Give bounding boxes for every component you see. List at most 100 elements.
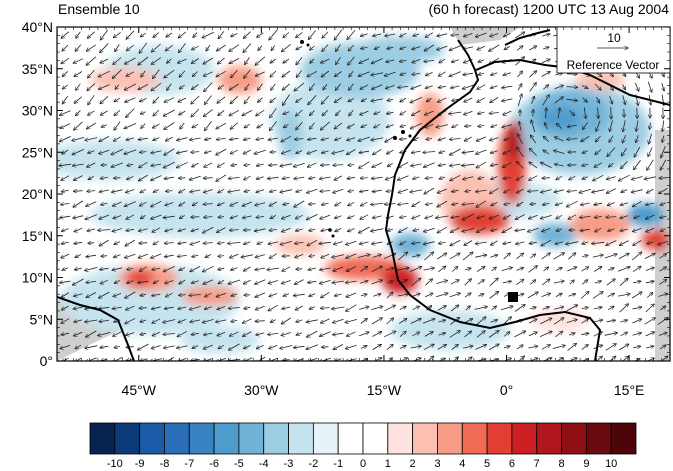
wind-arrow xyxy=(191,152,200,153)
colorbar-swatch xyxy=(610,422,637,455)
wind-arrow xyxy=(594,162,603,167)
wind-arrow xyxy=(295,305,303,310)
wind-arrow xyxy=(254,149,267,154)
wind-arrow xyxy=(125,253,136,258)
wind-arrow xyxy=(346,253,357,259)
wind-arrow xyxy=(153,190,159,193)
wind-arrow xyxy=(462,151,474,153)
wind-arrow xyxy=(592,189,605,193)
wind-arrow xyxy=(296,190,303,192)
wind-arrow xyxy=(387,99,393,100)
wind-arrow xyxy=(450,240,461,245)
wind-arrow xyxy=(321,318,330,323)
wind-arrow xyxy=(606,320,616,322)
wind-arrow xyxy=(61,242,69,244)
wind-arrow xyxy=(296,121,303,130)
wind-arrow xyxy=(518,134,523,145)
wind-arrow xyxy=(100,279,108,284)
lon-label: 45°W xyxy=(122,382,157,398)
wind-arrow xyxy=(646,293,653,298)
wind-arrow xyxy=(372,190,382,192)
wind-arrow xyxy=(400,32,407,37)
wind-arrow xyxy=(62,268,69,271)
wind-arrow xyxy=(230,253,239,258)
wind-arrow xyxy=(478,60,485,62)
wind-arrow xyxy=(140,320,147,322)
wind-arrow xyxy=(74,175,83,181)
wind-arrow xyxy=(541,253,551,260)
wind-arrow xyxy=(270,58,277,63)
wind-arrow xyxy=(296,70,303,78)
wind-arrow xyxy=(607,202,615,206)
wind-arrow xyxy=(546,108,547,119)
wind-arrow xyxy=(478,73,485,75)
wind-arrow xyxy=(153,123,160,128)
wind-arrow xyxy=(217,96,226,103)
wind-arrow xyxy=(450,148,461,155)
wind-arrow xyxy=(193,32,198,38)
wind-arrow xyxy=(554,85,564,90)
wind-arrow xyxy=(425,203,433,204)
wind-arrow xyxy=(658,240,669,244)
wind-arrow xyxy=(231,33,238,37)
wind-arrow xyxy=(424,60,435,61)
wind-arrow xyxy=(334,97,342,103)
wind-arrow xyxy=(386,85,395,88)
wind-arrow xyxy=(450,174,461,180)
wind-arrow xyxy=(566,305,577,312)
wind-arrow xyxy=(410,278,421,287)
wind-arrow xyxy=(282,214,291,219)
wind-arrow xyxy=(425,279,433,286)
wind-arrow xyxy=(100,346,109,347)
wind-arrow xyxy=(229,230,239,231)
wind-arrow xyxy=(73,307,83,309)
wind-arrow xyxy=(308,281,317,282)
wind-arrow xyxy=(504,203,511,204)
wind-arrow xyxy=(140,98,147,101)
wind-arrow xyxy=(438,86,446,87)
wind-arrow xyxy=(634,160,641,169)
wind-arrow xyxy=(113,32,121,37)
wind-arrow xyxy=(504,332,509,337)
wind-arrow xyxy=(621,161,628,168)
wind-arrow xyxy=(280,163,293,166)
wind-arrow xyxy=(257,123,264,128)
wind-arrow xyxy=(151,82,162,90)
wind-arrow xyxy=(384,71,396,76)
wind-arrow xyxy=(177,330,187,336)
wind-arrow xyxy=(140,266,147,271)
wind-arrow xyxy=(218,188,225,192)
wind-arrow xyxy=(490,320,498,322)
wind-arrow xyxy=(423,152,436,153)
wind-arrow xyxy=(581,267,588,272)
wind-arrow xyxy=(348,98,355,101)
wind-arrow xyxy=(491,202,498,205)
wind-arrow xyxy=(502,124,513,128)
wind-arrow xyxy=(553,318,564,325)
wind-arrow xyxy=(360,214,369,220)
wind-arrow xyxy=(584,107,586,118)
wind-arrow xyxy=(412,74,421,75)
wind-arrow xyxy=(152,227,161,232)
wind-arrow xyxy=(595,227,602,232)
wind-arrow xyxy=(426,98,432,101)
wind-arrow xyxy=(164,148,175,155)
wind-arrow xyxy=(410,122,422,128)
wind-arrow xyxy=(231,320,238,322)
wind-arrow xyxy=(384,331,396,338)
wind-arrow xyxy=(622,95,626,104)
wind-arrow xyxy=(425,86,433,89)
wind-arrow xyxy=(517,71,523,78)
wind-arrow xyxy=(452,124,459,128)
wind-arrow xyxy=(519,122,521,131)
wind-arrow xyxy=(244,307,251,309)
wind-arrow xyxy=(296,97,303,102)
wind-arrow xyxy=(543,267,549,272)
wind-arrow xyxy=(241,254,253,257)
wind-arrow xyxy=(477,84,486,90)
wind-arrow xyxy=(437,226,448,233)
wind-arrow xyxy=(229,83,239,90)
wind-arrow xyxy=(245,57,250,65)
wind-arrow xyxy=(530,135,536,144)
wind-arrow xyxy=(659,279,666,285)
